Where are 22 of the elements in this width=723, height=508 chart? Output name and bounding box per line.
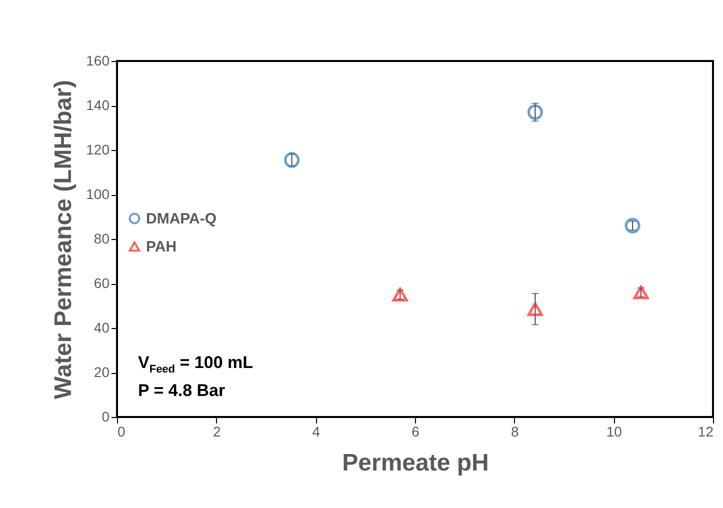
y-tick-label: 20 — [94, 364, 110, 380]
x-tick-label: 12 — [698, 424, 714, 440]
y-tick-label: 80 — [94, 230, 110, 246]
x-tick-label: 10 — [606, 424, 622, 440]
y-tick-label: 60 — [94, 275, 110, 291]
y-tick-label: 40 — [94, 320, 110, 336]
x-tick-label: 6 — [412, 424, 420, 440]
legend-label: PAH — [146, 238, 177, 256]
legend-label: DMAPA-Q — [146, 210, 217, 228]
x-axis-title: Permeate pH — [342, 450, 489, 476]
x-tick-label: 2 — [212, 424, 221, 440]
x-tick-label: 4 — [312, 424, 320, 440]
annotation: P = 4.8 Bar — [138, 380, 226, 402]
y-tick-label: 140 — [86, 97, 110, 113]
y-tick-label: 0 — [102, 408, 110, 424]
y-axis-title: Water Permeance (LMH/bar) — [50, 80, 78, 400]
x-tick-label: 8 — [510, 424, 519, 440]
y-tick-label: 120 — [86, 142, 110, 158]
y-tick-label: 160 — [86, 52, 110, 68]
y-tick-label: 100 — [86, 186, 110, 202]
x-tick-label: 0 — [118, 424, 126, 440]
annotation: V$_{Feed}$ = 100 mL — [138, 352, 253, 378]
